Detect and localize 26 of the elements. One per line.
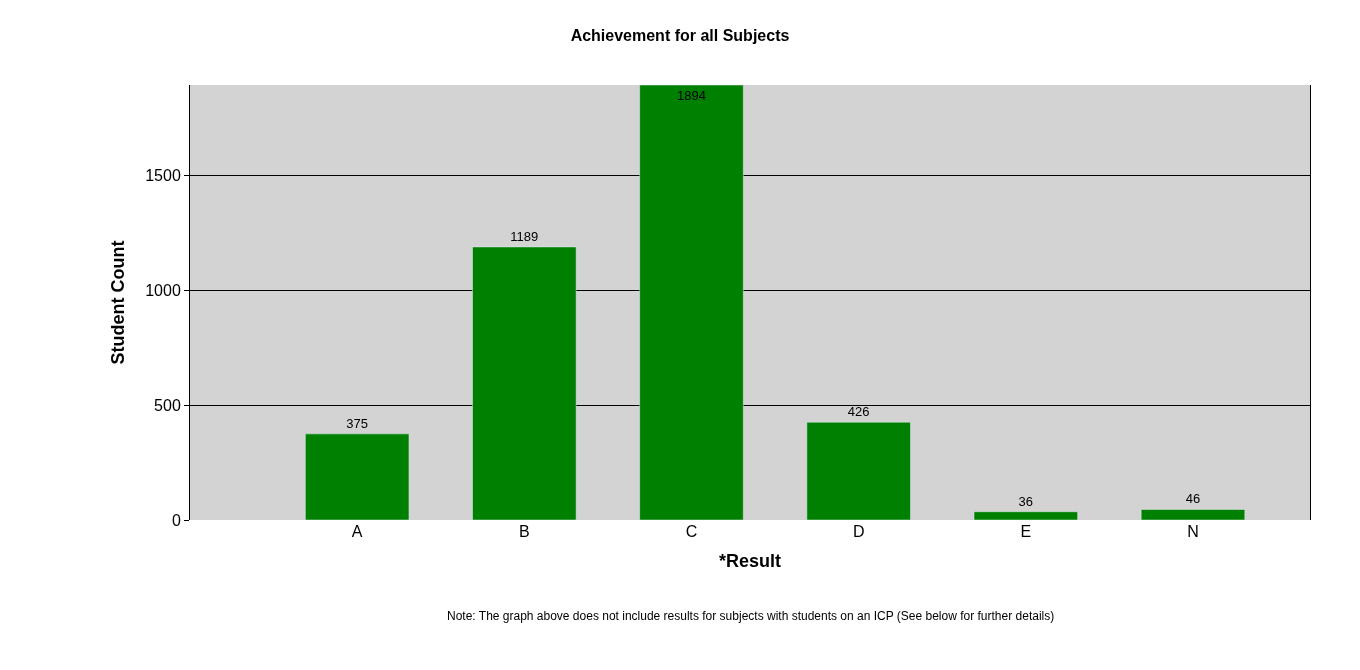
y-tick-label: 1000	[145, 281, 181, 299]
bar	[472, 246, 577, 520]
x-tick-label: D	[852, 523, 865, 540]
y-tick-label: 1500	[145, 167, 181, 185]
text: Note: The graph above does not include results for subjects with students on an ICP (See below for further details)	[447, 609, 1055, 623]
data-label: 426	[847, 404, 870, 420]
x-tick-label: A	[351, 523, 363, 540]
y-tick-label: 0	[171, 511, 181, 529]
data-label: 1189	[510, 228, 539, 244]
bar	[305, 433, 410, 520]
x-axis-title: *Result	[718, 551, 782, 572]
bar	[1140, 509, 1246, 520]
y-tick-label: 500	[154, 396, 181, 414]
data-label: 36	[1018, 493, 1034, 509]
data-label: 1894	[677, 88, 706, 103]
x-tick-label: C	[685, 523, 698, 540]
x-tick-label: B	[518, 523, 530, 540]
data-label: 375	[346, 415, 369, 431]
bar	[806, 421, 911, 520]
bar	[639, 85, 744, 520]
y-axis-title: Student Count	[108, 240, 129, 365]
data-label: 46	[1185, 491, 1201, 507]
x-tick-label: E	[1020, 523, 1032, 540]
x-tick-label: N	[1187, 523, 1199, 540]
chart-title: Achievement for all Subjects	[570, 27, 790, 45]
bar	[973, 511, 1078, 520]
